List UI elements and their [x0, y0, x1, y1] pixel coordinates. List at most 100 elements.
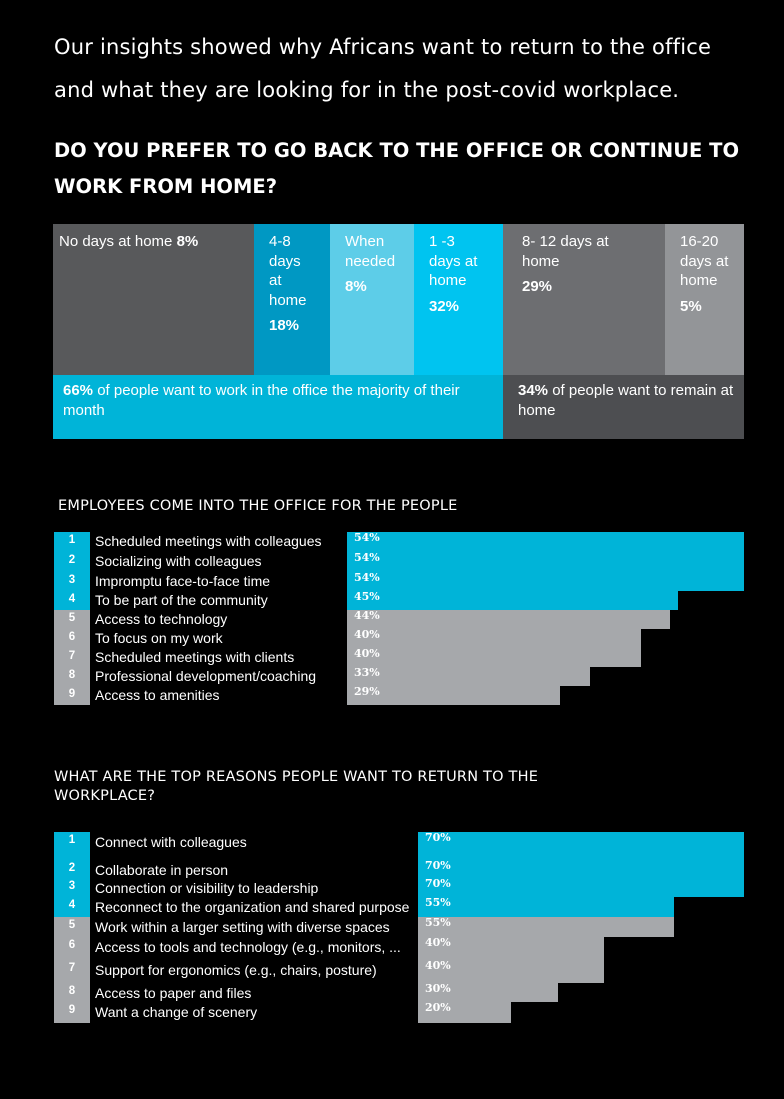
summary-text: of people want to work in the office the… — [63, 382, 460, 419]
bar-row: 2 Socializing with colleagues 54% — [54, 552, 745, 572]
rank-number: 9 — [54, 1002, 90, 1023]
rank-number: 1 — [54, 832, 90, 860]
bar: 40% — [418, 936, 605, 960]
bar-value-label: 20% — [425, 1001, 451, 1014]
bar-row: 9 Access to amenities 29% — [54, 686, 745, 705]
bar: 55% — [418, 917, 675, 937]
bar-row: 6 Access to tools and technology (e.g., m… — [54, 937, 745, 960]
bar: 54% — [347, 552, 744, 572]
bar-row: 7 Support for ergonomics (e.g., chairs, p… — [54, 960, 745, 983]
bar: 44% — [347, 610, 671, 629]
bar-label: Work within a larger setting with divers… — [95, 919, 390, 935]
question-heading: DO YOU PREFER TO GO BACK TO THE OFFICE O… — [54, 133, 766, 205]
rank-number: 2 — [54, 552, 90, 572]
reasons-title-line-1: WHAT ARE THE TOP REASONS PEOPLE WANT TO … — [54, 769, 539, 785]
bar-label: Impromptu face-to-face time — [95, 573, 271, 589]
bar: 55% — [418, 896, 675, 917]
bar-label: Connect with colleagues — [95, 834, 247, 850]
bar-row: 7 Scheduled meetings with clients 40% — [54, 648, 745, 667]
section-title-reasons: WHAT ARE THE TOP REASONS PEOPLE WANT TO … — [54, 768, 538, 806]
intro-line-1: Our insights showed why Africans want to… — [54, 35, 712, 59]
bar-label: Socializing with colleagues — [95, 553, 262, 569]
rank-number: 9 — [54, 686, 90, 705]
bar: 40% — [347, 629, 642, 648]
rank-number: 7 — [54, 648, 90, 667]
bar-value-label: 33% — [354, 666, 380, 679]
bar-label: Scheduled meetings with clients — [95, 649, 295, 665]
rank-number: 4 — [54, 591, 90, 610]
segment-4-8-days: 4-8 days at home 18% — [254, 224, 330, 375]
bar-value-label: 29% — [354, 685, 380, 698]
bar-value-label: 54% — [354, 531, 380, 544]
section-title-people: EMPLOYEES COME INTO THE OFFICE FOR THE P… — [58, 498, 458, 514]
bar-row: 3 Connection or visibility to leadership 7… — [54, 878, 745, 897]
segment-value: 32% — [429, 297, 460, 315]
bar: 40% — [347, 648, 642, 667]
bar: 30% — [418, 983, 558, 1002]
bar-row: 2 Collaborate in person 70% — [54, 860, 745, 878]
bar-row: 1 Scheduled meetings with colleagues 54% — [54, 532, 745, 552]
bar-row: 9 Want a change of scenery 20% — [54, 1002, 745, 1023]
bar: 70% — [418, 832, 744, 860]
rank-number: 5 — [54, 917, 90, 937]
bar-value-label: 70% — [425, 859, 451, 872]
bar: 45% — [347, 591, 678, 610]
reasons-title-line-2: WORKPLACE? — [54, 788, 156, 804]
rank-number: 8 — [54, 983, 90, 1002]
bar-row: 4 Reconnect to the organization and share… — [54, 897, 745, 917]
bar-label: Connection or visibility to leadership — [95, 880, 319, 896]
bar: 40% — [418, 959, 605, 983]
bar-label: Access to tools and technology (e.g., mo… — [95, 939, 401, 955]
bar-value-label: 70% — [425, 831, 451, 844]
bar: 70% — [418, 860, 744, 878]
bar-value-label: 40% — [425, 959, 451, 972]
bar-row: 8 Access to paper and files 30% — [54, 983, 745, 1002]
bar: 70% — [418, 878, 744, 897]
bar-label: Access to paper and files — [95, 985, 252, 1001]
bar-label: Support for ergonomics (e.g., chairs, po… — [95, 962, 377, 978]
intro-text: Our insights showed why Africans want to… — [54, 26, 764, 112]
bar-row: 5 Work within a larger setting with diver… — [54, 917, 745, 937]
segment-label: No days at home — [59, 233, 173, 250]
bar-label: Scheduled meetings with colleagues — [95, 533, 322, 549]
segment-16-20-days: 16-20 days at home 5% — [665, 224, 744, 375]
people-reasons-chart: 1 Scheduled meetings with colleagues 54% 2 S… — [54, 532, 745, 705]
segment-label: 8- 12 days at home — [522, 233, 609, 270]
segment-label: When needed — [345, 233, 396, 270]
segment-value: 8% — [345, 278, 367, 295]
segment-label: 1 -3 days at home — [429, 233, 478, 289]
question-line-2: WORK FROM HOME? — [54, 175, 278, 198]
bar-row: 8 Professional development/coaching 33% — [54, 667, 745, 686]
rank-number: 2 — [54, 860, 90, 878]
segment-no-days: No days at home 8% — [53, 224, 254, 375]
rank-number: 7 — [54, 960, 90, 983]
days-at-home-chart: No days at home 8% 4-8 days at home 18% … — [53, 224, 744, 439]
bar: 20% — [418, 1001, 512, 1023]
segment-value: 18% — [269, 317, 300, 334]
bar-row: 1 Connect with colleagues 70% — [54, 832, 745, 860]
bar: 33% — [347, 667, 590, 686]
segment-value: 29% — [522, 278, 553, 295]
bar-label: To focus on my work — [95, 630, 223, 646]
rank-number: 3 — [54, 572, 90, 591]
bar: 54% — [347, 572, 744, 591]
question-line-1: DO YOU PREFER TO GO BACK TO THE OFFICE O… — [54, 139, 740, 162]
bar-label: Access to technology — [95, 611, 228, 627]
segment-label: 4-8 days at home — [269, 233, 307, 309]
bar-value-label: 54% — [354, 571, 380, 584]
rank-number: 6 — [54, 629, 90, 648]
bar-value-label: 45% — [354, 590, 380, 603]
summary-value: 66% — [63, 382, 94, 399]
rank-number: 1 — [54, 532, 90, 552]
rank-number: 8 — [54, 667, 90, 686]
bar-value-label: 55% — [425, 896, 451, 909]
bar-value-label: 40% — [425, 936, 451, 949]
bar-value-label: 30% — [425, 982, 451, 995]
bar-row: 6 To focus on my work 40% — [54, 629, 745, 648]
segment-label: 16-20 days at home — [680, 233, 729, 289]
bar: 54% — [347, 532, 744, 552]
rank-number: 4 — [54, 897, 90, 917]
rank-number: 6 — [54, 937, 90, 960]
summary-home: 34% of people want to remain at home — [503, 375, 744, 439]
rank-number: 3 — [54, 878, 90, 897]
